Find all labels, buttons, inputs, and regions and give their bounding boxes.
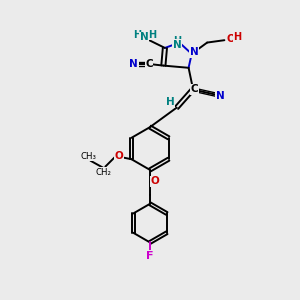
Text: F: F <box>146 251 154 261</box>
Text: O: O <box>226 34 235 44</box>
Text: N: N <box>190 47 198 57</box>
Text: CH₂: CH₂ <box>96 168 112 177</box>
Text: C: C <box>191 85 198 94</box>
Text: CH₃: CH₃ <box>81 152 97 161</box>
Text: O: O <box>114 151 123 161</box>
Text: H: H <box>148 30 156 40</box>
Text: N: N <box>173 40 182 50</box>
Text: H: H <box>173 36 181 46</box>
Text: H: H <box>233 32 242 42</box>
Text: N: N <box>140 32 148 42</box>
Text: C: C <box>145 59 153 69</box>
Text: N: N <box>216 91 224 101</box>
Text: O: O <box>151 176 159 186</box>
Text: H: H <box>166 97 175 107</box>
Text: N: N <box>129 59 138 69</box>
Text: H: H <box>133 30 141 40</box>
